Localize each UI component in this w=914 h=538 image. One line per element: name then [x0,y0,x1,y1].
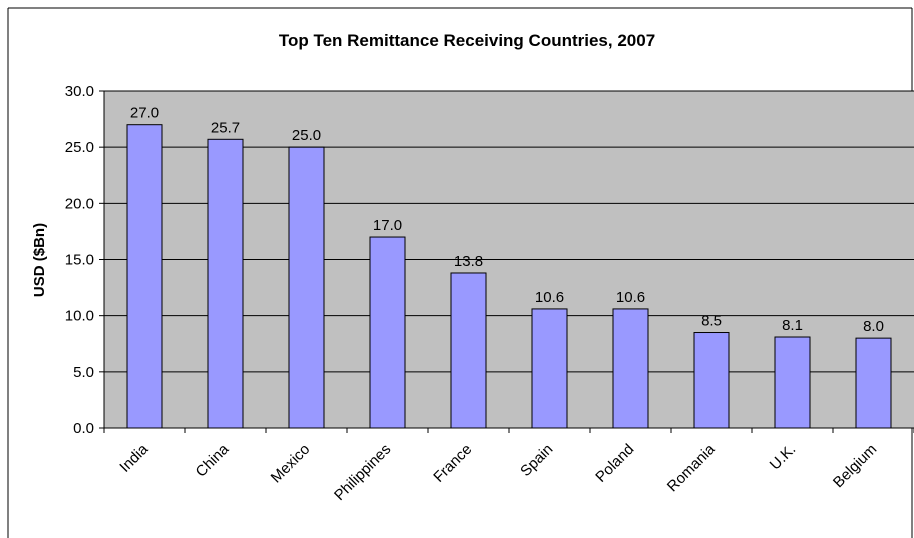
bar-france [450,272,487,429]
bar-philippines [369,236,406,429]
y-tick-label: 30.0 [65,83,94,100]
data-labels: 27.0 25.7 25.0 17.0 13.8 10.6 10.6 8.5 8.1 8.0 [130,105,884,335]
y-tick-label: 15.0 [65,252,94,269]
chart-title: Top Ten Remittance Receiving Countries, … [279,31,655,50]
data-label: 8.5 [701,313,722,330]
data-label: 8.0 [863,318,884,335]
bars [126,124,892,429]
x-category-label: Poland [592,441,637,486]
y-tick-label: 10.0 [65,308,94,325]
bar-poland [612,308,649,429]
bar-uk [774,336,811,429]
x-category-label: India [116,440,151,475]
x-category-label: Mexico [268,441,314,487]
y-tick-labels: 0.0 5.0 10.0 15.0 20.0 25.0 30.0 [65,83,94,437]
x-category-label: Belgium [830,441,880,491]
data-label: 10.6 [616,289,645,306]
y-tick-label: 0.0 [73,420,94,437]
y-tick-label: 25.0 [65,139,94,156]
data-label: 13.8 [454,253,483,270]
data-label: 8.1 [782,317,803,334]
x-category-label: Spain [517,441,556,480]
bar-romania [693,332,730,429]
data-label: 27.0 [130,105,159,122]
data-label: 25.7 [211,119,240,136]
y-axis-title: USD ($Bn) [31,223,48,297]
x-category-label: U.K. [767,441,800,474]
data-label: 17.0 [373,217,402,234]
axes [99,90,914,433]
bar-india [126,124,163,429]
data-label: 25.0 [292,127,321,144]
data-label: 10.6 [535,289,564,306]
bar-mexico [288,146,325,429]
x-category-label: Romania [664,440,719,495]
bar-china [207,138,244,429]
bar-belgium [855,337,892,429]
x-category-label: China [193,440,233,480]
x-category-label: France [430,441,475,486]
bar-spain [531,308,568,429]
x-category-labels: India China Mexico Philippines France Spain Po… [116,440,880,504]
y-tick-label: 20.0 [65,195,94,212]
y-tick-label: 5.0 [73,364,94,381]
x-category-label: Philippines [331,441,394,504]
